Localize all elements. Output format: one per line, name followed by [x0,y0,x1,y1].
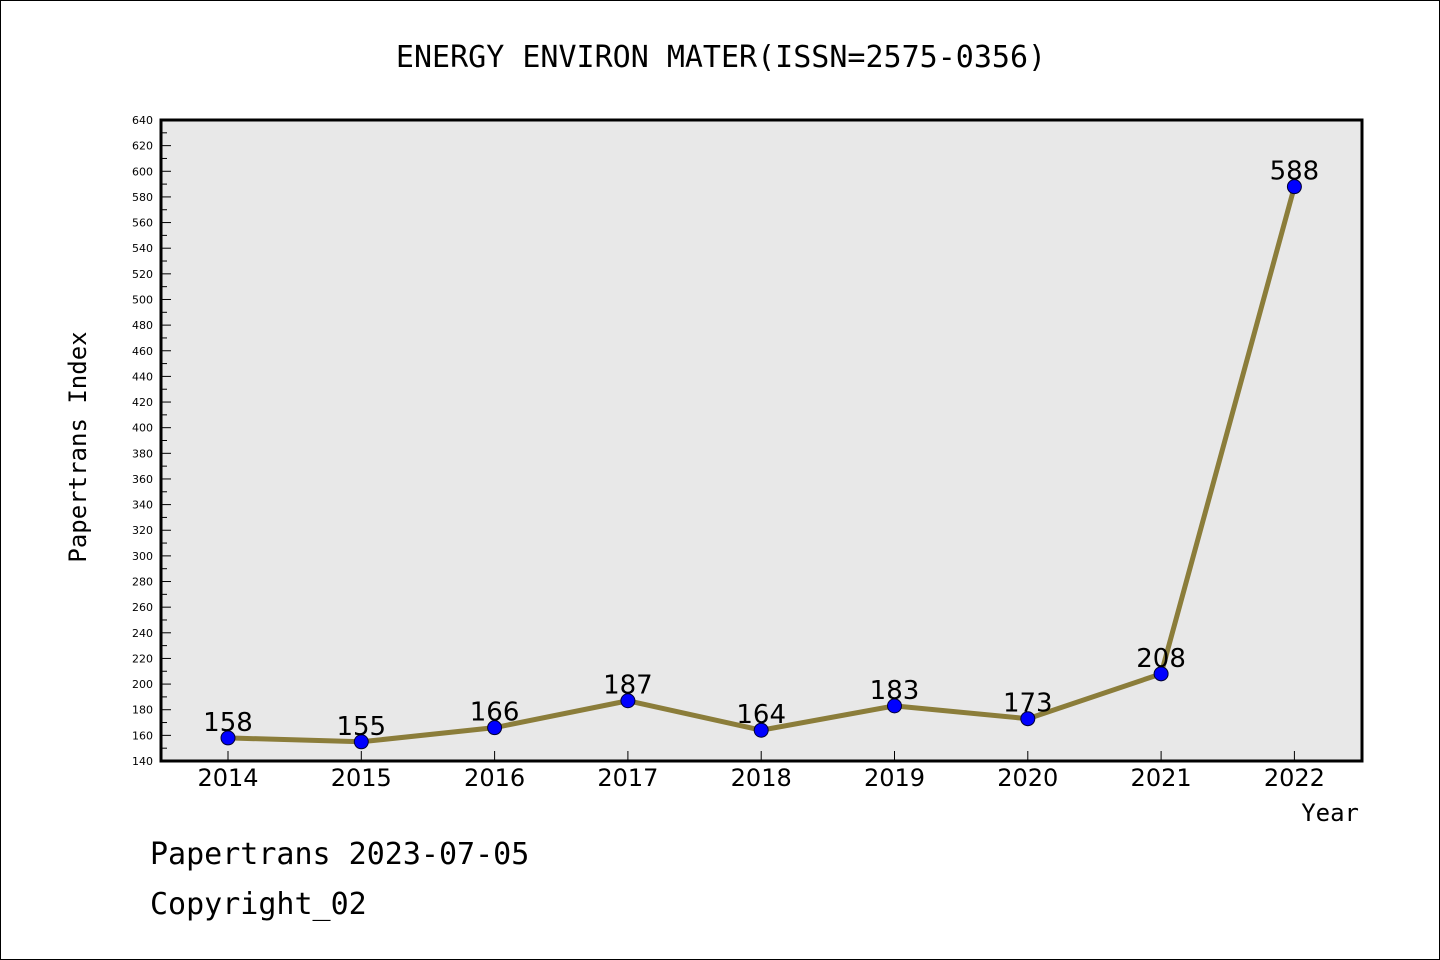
x-tick-label: 2022 [1264,764,1325,792]
data-label: 164 [736,700,786,730]
y-tick-label: 500 [132,293,153,306]
data-label: 208 [1136,644,1186,674]
y-axis-label: Papertrans Index [64,331,92,562]
y-tick-label: 220 [132,652,153,665]
y-tick-label: 320 [132,524,153,537]
data-point [220,730,236,746]
x-tick-label: 2021 [1131,764,1192,792]
y-tick-label: 240 [132,627,153,640]
y-tick-label: 140 [132,755,153,768]
y-tick-label: 460 [132,345,153,358]
chart-title: ENERGY ENVIRON MATER(ISSN=2575-0356) [396,40,1046,75]
data-label: 155 [336,712,386,742]
data-label: 183 [870,676,920,706]
footer-date: Papertrans 2023-07-05 [150,837,529,872]
data-point [1286,179,1302,195]
y-tick-label: 580 [132,191,153,204]
data-label: 187 [603,671,653,701]
x-axis: 2014 2015 2016 2017 2018 2019 2020 2021 2022 [197,751,1325,792]
y-axis: 140 160 180 200 220 240 260 280 300 320 340 360 380 4… [132,114,171,768]
y-tick-label: 560 [132,217,153,230]
data-markers [220,179,1302,750]
y-tick-label: 420 [132,396,153,409]
data-label: 166 [470,698,520,728]
y-tick-label: 280 [132,576,153,589]
x-tick-label: 2015 [331,764,392,792]
x-tick-label: 2020 [997,764,1058,792]
plot-area [159,118,1364,763]
y-tick-label: 340 [132,499,153,512]
data-point [487,720,503,736]
y-tick-label: 440 [132,370,153,383]
x-tick-label: 2019 [864,764,925,792]
y-tick-label: 160 [132,729,153,742]
y-tick-label: 480 [132,319,153,332]
data-labels: 158 155 166 187 164 183 173 208 588 [203,157,1319,742]
y-tick-label: 520 [132,268,153,281]
y-tick-label: 620 [132,140,153,153]
data-label: 173 [1003,689,1053,719]
data-label: 588 [1270,157,1320,187]
x-tick-label: 2014 [197,764,258,792]
x-tick-label: 2018 [731,764,792,792]
y-tick-label: 180 [132,704,153,717]
y-tick-label: 540 [132,242,153,255]
x-tick-label: 2016 [464,764,525,792]
x-axis-label: Year [1301,799,1359,827]
y-tick-label: 400 [132,422,153,435]
y-tick-label: 300 [132,550,153,563]
data-point [1153,666,1169,682]
data-point [753,722,769,738]
footer-copyright: Copyright_02 [150,887,367,922]
x-tick-label: 2017 [597,764,658,792]
data-point [1020,711,1036,727]
data-point [353,734,369,750]
y-tick-label: 380 [132,447,153,460]
data-point [887,698,902,714]
y-tick-label: 360 [132,473,153,486]
y-tick-label: 260 [132,601,153,614]
data-label: 158 [203,708,253,738]
y-tick-label: 640 [132,114,153,127]
data-point [620,693,636,709]
y-tick-label: 600 [132,165,153,178]
y-tick-label: 200 [132,678,153,691]
